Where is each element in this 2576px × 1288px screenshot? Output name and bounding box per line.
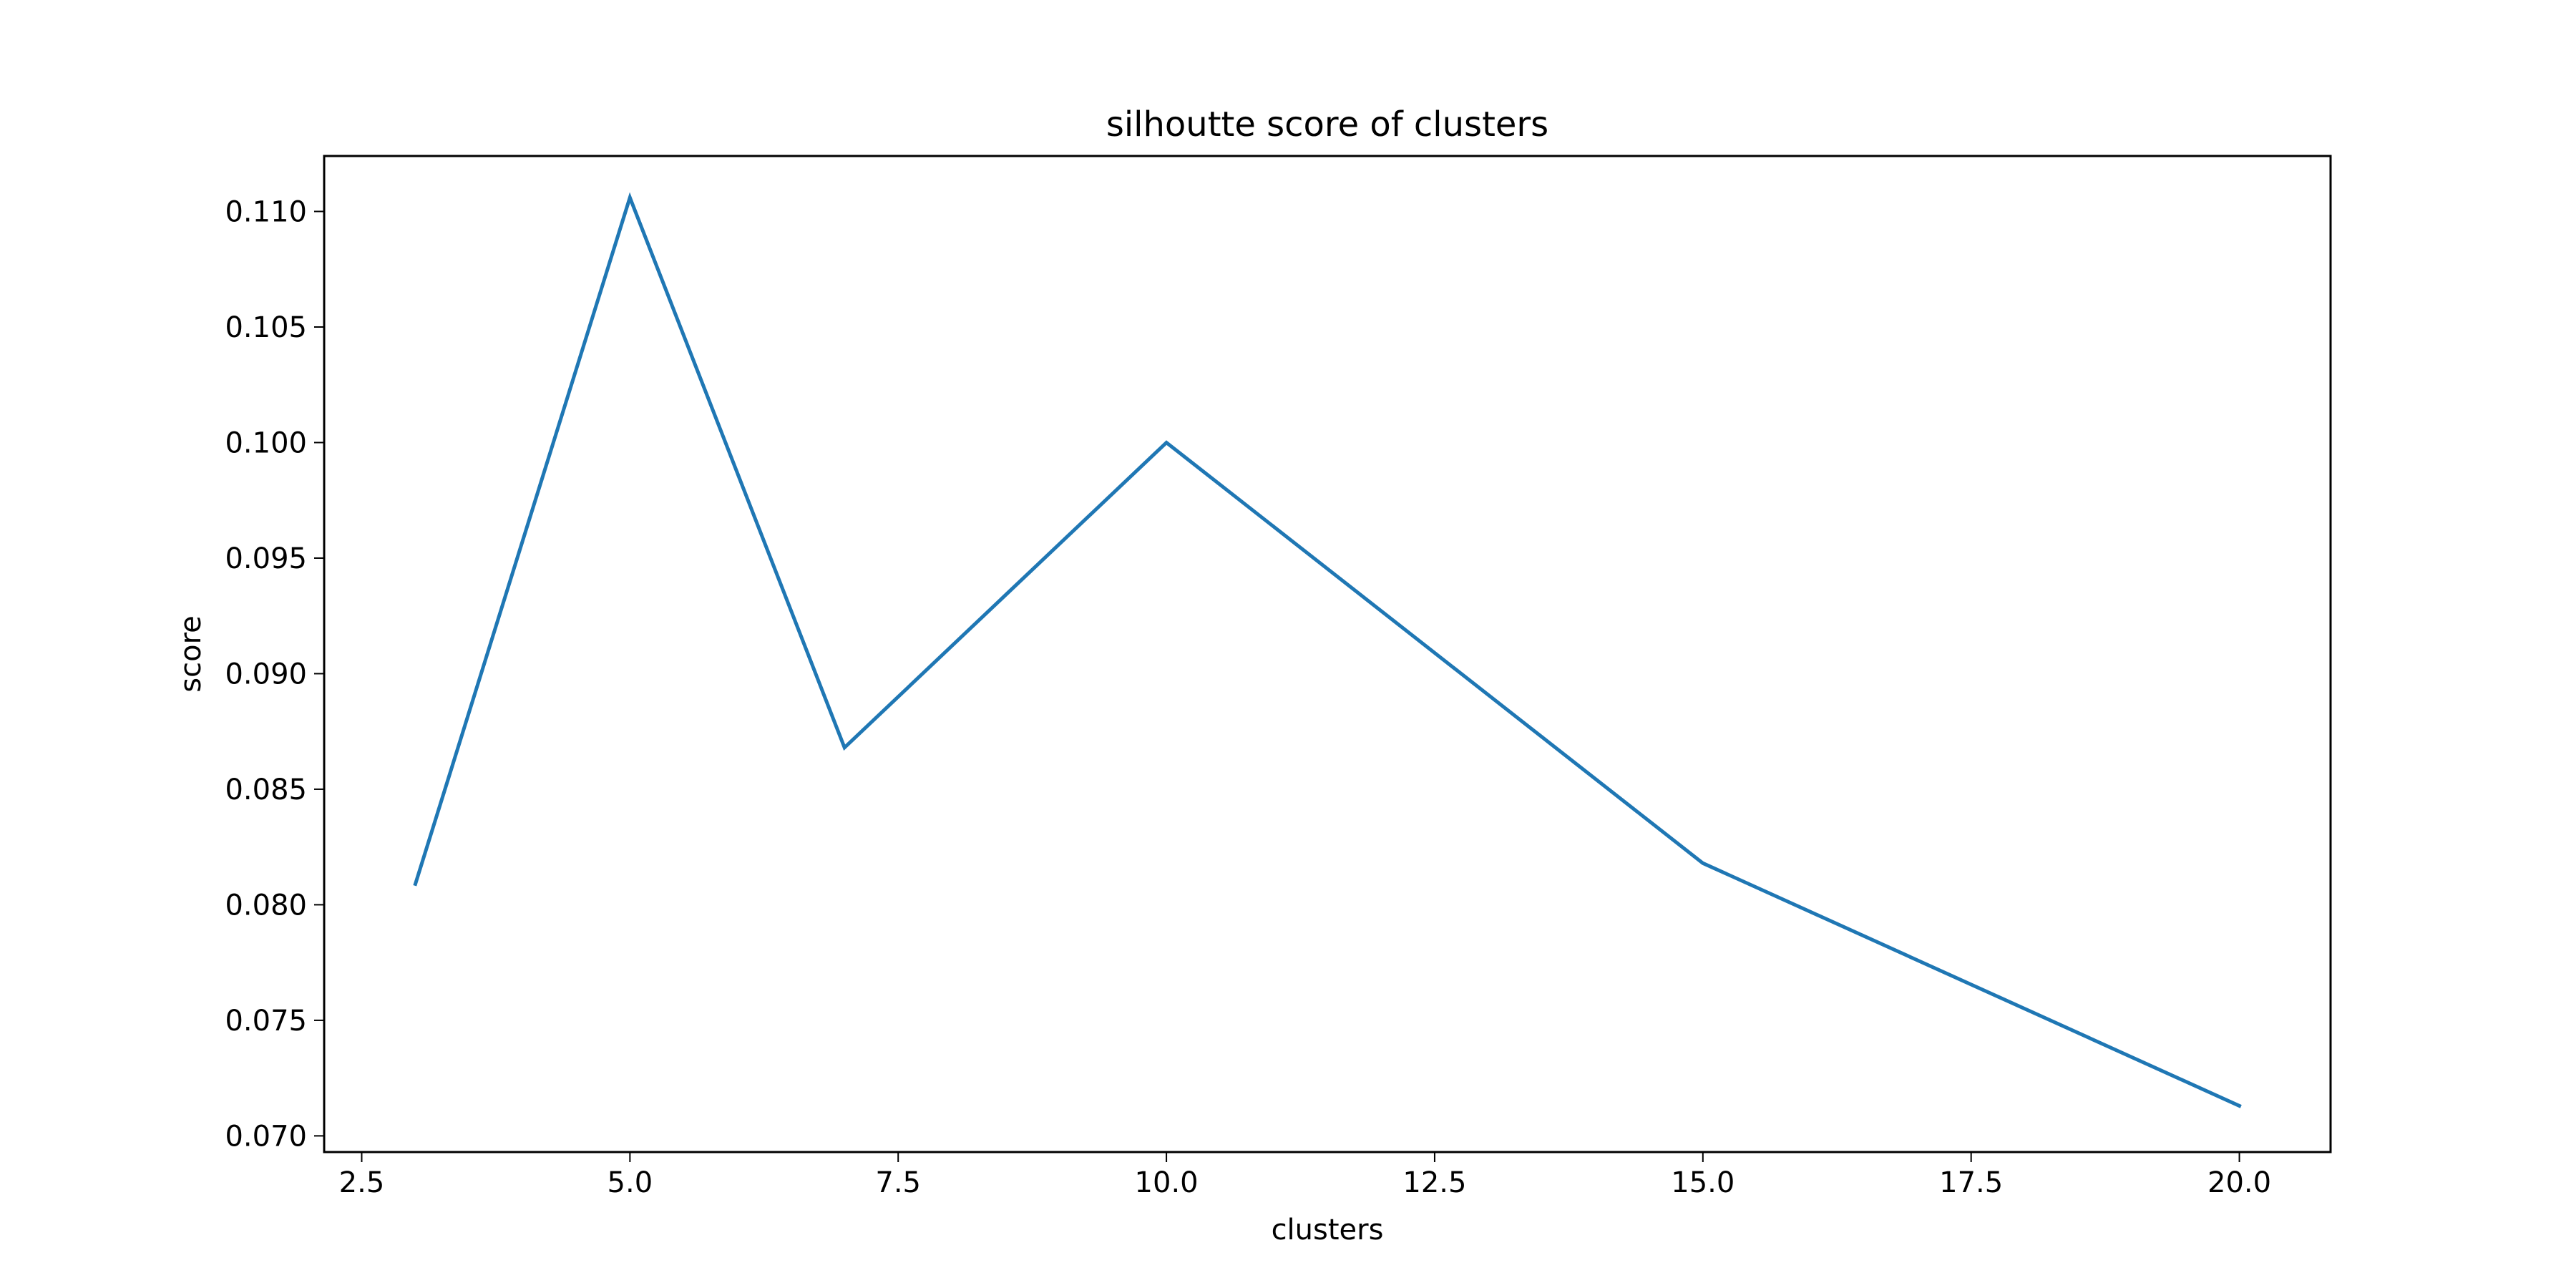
y-tick-label: 0.090 bbox=[225, 658, 307, 691]
data-point bbox=[844, 747, 845, 748]
series-layer bbox=[413, 192, 2242, 1108]
plot-frame bbox=[323, 155, 2332, 1153]
y-tick-label: 0.075 bbox=[225, 1005, 307, 1038]
series-line bbox=[413, 192, 2242, 1108]
x-tick-label: 15.0 bbox=[1671, 1166, 1735, 1199]
y-tick-label: 0.070 bbox=[225, 1120, 307, 1153]
data-point bbox=[1702, 862, 1704, 864]
y-tick-label: 0.085 bbox=[225, 774, 307, 806]
x-tick-label: 5.0 bbox=[608, 1166, 653, 1199]
x-tick-label: 20.0 bbox=[2207, 1166, 2271, 1199]
y-tick-label: 0.100 bbox=[225, 426, 307, 459]
x-tick-label: 12.5 bbox=[1402, 1166, 1466, 1199]
y-tick-label: 0.080 bbox=[225, 889, 307, 922]
x-tick-label: 17.5 bbox=[1939, 1166, 2003, 1199]
x-axis-label: clusters bbox=[1272, 1214, 1384, 1246]
y-tick-label: 0.105 bbox=[225, 311, 307, 344]
y-axis-label: score bbox=[175, 615, 208, 692]
x-tick-label: 10.0 bbox=[1135, 1166, 1199, 1199]
y-tick-label: 0.110 bbox=[225, 196, 307, 229]
y-tick-label: 0.095 bbox=[225, 542, 307, 575]
y-axis-ticks: 0.070 0.075 0.080 0.085 0.090 0.095 0.100 0.105… bbox=[225, 196, 324, 1153]
data-point bbox=[1166, 441, 1167, 443]
x-tick-label: 2.5 bbox=[339, 1166, 385, 1199]
x-tick-label: 7.5 bbox=[875, 1166, 921, 1199]
x-axis-ticks: 2.5 5.0 7.5 10.0 12.5 15.0 17.5 20.0 bbox=[339, 1152, 2271, 1199]
chart-title: silhoutte score of clusters bbox=[1106, 104, 1548, 145]
